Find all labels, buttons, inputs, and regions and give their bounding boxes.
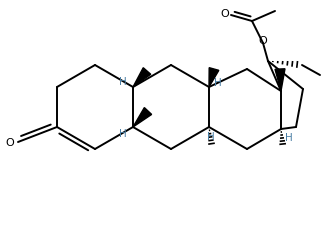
Text: H: H bbox=[285, 133, 293, 142]
Polygon shape bbox=[133, 108, 152, 128]
Text: O: O bbox=[5, 137, 14, 147]
Text: O: O bbox=[220, 9, 229, 19]
Polygon shape bbox=[133, 69, 151, 88]
Text: H: H bbox=[207, 132, 215, 141]
Text: H: H bbox=[119, 77, 127, 87]
Polygon shape bbox=[275, 70, 285, 92]
Text: O: O bbox=[259, 36, 267, 46]
Polygon shape bbox=[209, 68, 219, 88]
Text: H: H bbox=[214, 78, 222, 88]
Text: H: H bbox=[119, 129, 127, 138]
